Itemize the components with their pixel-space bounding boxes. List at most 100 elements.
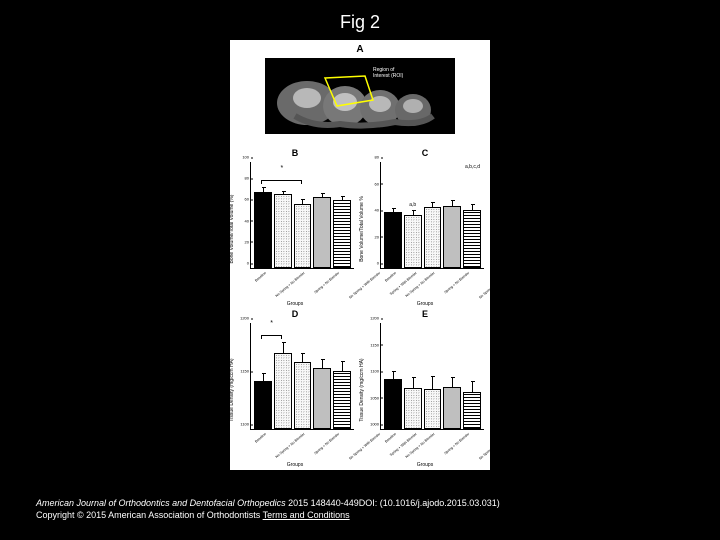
bar: [443, 206, 461, 268]
x-axis-label: Groups: [360, 462, 490, 468]
bar: [254, 192, 272, 268]
error-bar: [413, 210, 414, 215]
panel-a-label: A: [230, 44, 490, 55]
y-axis-label: Bone Volume/Total Volume %: [359, 196, 365, 262]
caption-copyright: Copyright © 2015 American Association of…: [36, 510, 263, 520]
roi-label: Region of Interest (ROI): [373, 68, 403, 79]
y-tick: 1100: [240, 422, 251, 427]
y-tick: 1150: [370, 342, 381, 347]
significance-bracket: [261, 180, 302, 181]
chart-b: BBone Volume/Total Volume (%)02040608010…: [230, 148, 360, 309]
bar-wrap: [463, 323, 481, 429]
error-bar: [472, 381, 473, 392]
bar-wrap: [384, 323, 402, 429]
bar-wrap: [424, 323, 442, 429]
bar: [443, 387, 461, 429]
bar: [463, 210, 481, 268]
figure-title: Fig 2: [0, 12, 720, 33]
y-axis-label: Bone Volume/Total Volume (%): [229, 194, 235, 263]
bar: [424, 207, 442, 268]
chart-e: ETissue Density (mg/ccm HA)1000105011001…: [360, 309, 490, 470]
chart-annotation: a,b,c,d: [465, 164, 480, 170]
significance-star: *: [270, 320, 273, 327]
bar-wrap: [274, 162, 292, 268]
bar-wrap: [254, 162, 272, 268]
plot-area: 110011501200*: [250, 323, 354, 430]
x-tick-area: BaselineNo Spring + No BleederSpring + N…: [250, 432, 354, 460]
x-tick: Spring + With Bleeder: [519, 271, 563, 314]
significance-star: *: [281, 165, 284, 172]
x-tick-area: BaselineNo Spring + No BleederSpring + N…: [250, 271, 354, 299]
bar-wrap: [463, 162, 481, 268]
error-bar: [302, 353, 303, 363]
bar: [254, 381, 272, 429]
xray-svg: [265, 58, 455, 134]
x-axis-label: Groups: [360, 301, 490, 307]
significance-bracket: [261, 335, 282, 336]
bar: [274, 194, 292, 268]
y-tick: 1200: [370, 316, 381, 321]
error-bar: [263, 373, 264, 381]
y-axis-label: Tissue Density (mg/ccm HA): [229, 358, 235, 421]
bar-wrap: [443, 162, 461, 268]
caption: American Journal of Orthodontics and Den…: [36, 497, 684, 522]
bar-wrap: [333, 323, 351, 429]
bar: [384, 379, 402, 429]
y-tick: 1050: [370, 395, 381, 400]
bar-wrap: [384, 162, 402, 268]
plot-area: 020406080a,ba,b,c,d: [380, 162, 484, 269]
x-axis-label: Groups: [230, 301, 360, 307]
bar-wrap: [294, 323, 312, 429]
y-tick: 1100: [370, 369, 381, 374]
bar-wrap: [313, 162, 331, 268]
y-tick: 1200: [240, 316, 251, 321]
bar: [333, 200, 351, 268]
error-bar: [263, 187, 264, 191]
chart-c: CBone Volume/Total Volume %020406080a,ba…: [360, 148, 490, 309]
panel-a: A Region of Interest (ROI): [230, 44, 490, 144]
y-axis-label: Tissue Density (mg/ccm HA): [359, 358, 365, 421]
x-tick-area: BaselineNo Spring + No BleederSpring + N…: [380, 271, 484, 299]
error-bar: [322, 193, 323, 197]
y-tick: 1150: [240, 369, 251, 374]
chart-grid: BBone Volume/Total Volume (%)02040608010…: [230, 148, 490, 470]
error-bar: [342, 196, 343, 200]
error-bar: [393, 371, 394, 379]
bars-container: [251, 323, 354, 429]
bar: [294, 362, 312, 429]
bar-annotation: a,b: [409, 202, 416, 208]
x-tick: Spring + With Bleeder: [519, 432, 563, 475]
caption-citation: 2015 148440-449DOI: (10.1016/j.ajodo.201…: [286, 498, 500, 508]
bar: [384, 212, 402, 268]
bar: [333, 371, 351, 429]
terms-link[interactable]: Terms and Conditions: [263, 510, 350, 520]
caption-journal: American Journal of Orthodontics and Den…: [36, 498, 286, 508]
error-bar: [342, 361, 343, 371]
bar: [404, 388, 422, 429]
bar-wrap: [404, 323, 422, 429]
bar: [404, 215, 422, 268]
error-bar: [283, 191, 284, 194]
error-bar: [452, 377, 453, 387]
plot-area: 10001050110011501200: [380, 323, 484, 430]
bar-wrap: [443, 323, 461, 429]
bar-wrap: [274, 323, 292, 429]
error-bar: [302, 199, 303, 204]
bars-container: [251, 162, 354, 268]
y-tick: 80: [375, 155, 381, 160]
error-bar: [413, 377, 414, 388]
xray-image: Region of Interest (ROI): [265, 58, 455, 134]
y-tick: 1000: [370, 422, 381, 427]
bar: [294, 204, 312, 268]
bar-wrap: [424, 162, 442, 268]
bar: [313, 368, 331, 429]
bar-wrap: [333, 162, 351, 268]
error-bar: [283, 342, 284, 353]
x-tick-area: BaselineNo Spring + No BleederSpring + N…: [380, 432, 484, 460]
bars-container: a,b: [381, 162, 484, 268]
bar: [463, 392, 481, 429]
bar: [424, 389, 442, 429]
bar-wrap: [313, 323, 331, 429]
error-bar: [432, 202, 433, 207]
error-bar: [472, 204, 473, 209]
